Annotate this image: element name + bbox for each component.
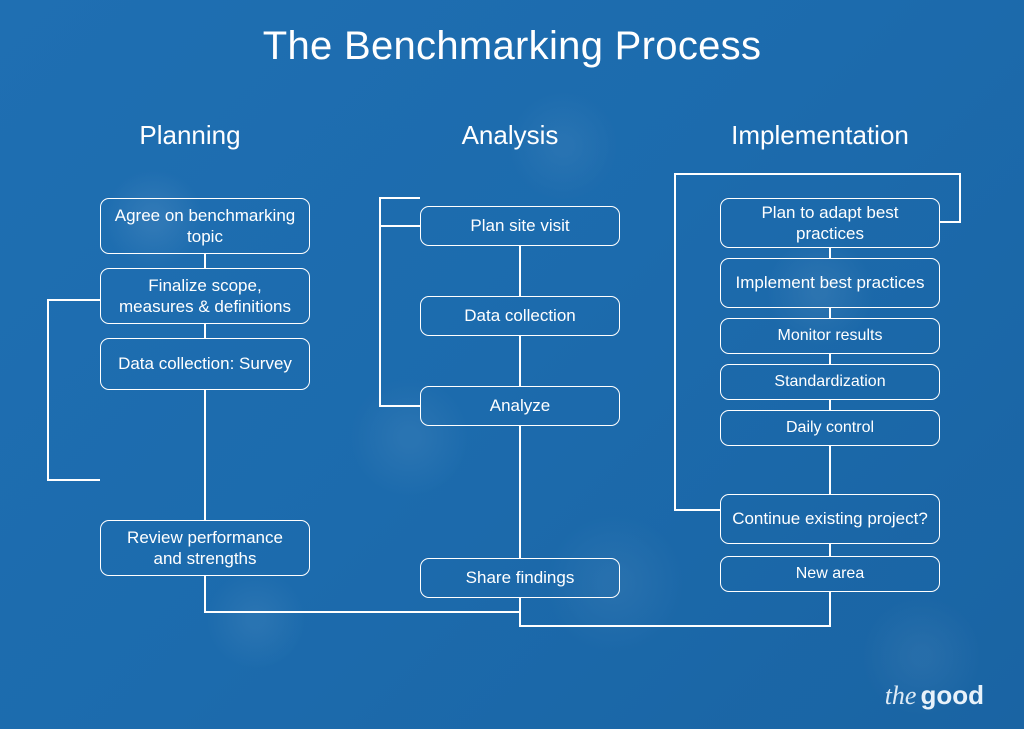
connector-4 [362, 598, 520, 612]
brand-logo: thegood [885, 680, 984, 711]
connector-3 [205, 576, 362, 612]
column-header-analysis: Analysis [462, 120, 559, 151]
flow-node-a1: Plan site visit [420, 206, 620, 246]
diagram-stage: The Benchmarking Process Planning Analysi… [0, 0, 1024, 729]
connector-9 [680, 592, 830, 626]
flow-node-p3: Data collection: Survey [100, 338, 310, 390]
flow-node-p4: Review performance and strengths [100, 520, 310, 576]
flow-node-i2: Implement best practices [720, 258, 940, 308]
connector-16 [48, 300, 100, 480]
flow-node-i7: New area [720, 556, 940, 592]
flow-node-a4: Share findings [420, 558, 620, 598]
flow-node-a3: Analyze [420, 386, 620, 426]
flow-node-i5: Daily control [720, 410, 940, 446]
flow-node-i6: Continue existing project? [720, 494, 940, 544]
flow-node-a2: Data collection [420, 296, 620, 336]
flow-node-p1: Agree on benchmarking topic [100, 198, 310, 254]
logo-good: good [920, 680, 984, 710]
flow-node-p2: Finalize scope, measures & definitions [100, 268, 310, 324]
flow-node-i3: Monitor results [720, 318, 940, 354]
column-header-implementation: Implementation [731, 120, 909, 151]
connector-17 [380, 198, 420, 406]
flow-node-i1: Plan to adapt best practices [720, 198, 940, 248]
logo-the: the [885, 681, 917, 710]
column-header-planning: Planning [139, 120, 240, 151]
flow-node-i4: Standardization [720, 364, 940, 400]
connector-8 [520, 598, 680, 626]
page-title: The Benchmarking Process [0, 24, 1024, 69]
